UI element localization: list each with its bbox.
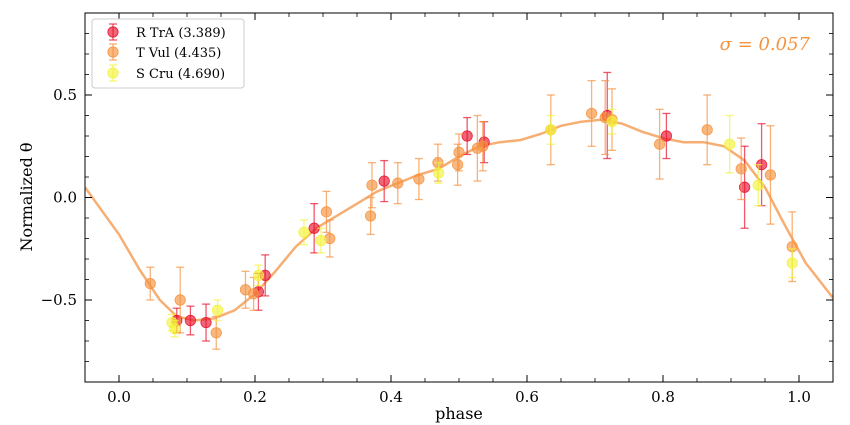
series-1-point-8	[366, 161, 378, 209]
legend-label-t-vul: T Vul (4.435)	[136, 46, 221, 61]
series-1-point-13	[453, 133, 465, 172]
series-2-point-10	[752, 164, 764, 207]
legend-box	[91, 18, 245, 89]
series-1-point-5	[320, 190, 332, 234]
series-1-point-2	[210, 315, 222, 350]
series-1-point-17	[585, 80, 598, 147]
legend-marker-2	[107, 64, 119, 82]
series-1-point-0	[144, 266, 156, 301]
series-1-point-4	[248, 276, 260, 311]
x-tick-label-0: 0.0	[107, 388, 131, 406]
x-tick-label-4: 0.8	[651, 388, 675, 406]
legend: R TrA (3.389) T Vul (4.435) S Cru (4.690…	[91, 18, 245, 89]
y-tick-label-1: 0.0	[53, 189, 77, 207]
legend-marker-1	[107, 43, 119, 61]
x-axis-title: phase	[435, 404, 483, 423]
series-0-point-6	[378, 159, 390, 203]
x-tick-label-1: 0.2	[243, 388, 267, 406]
series-2-point-8	[606, 108, 618, 135]
series-0-point-2	[200, 303, 212, 342]
series-2-point-1	[169, 319, 181, 338]
series-0-point-1	[184, 305, 196, 336]
series-1-point-9	[392, 161, 404, 205]
y-tick-label-0: −0.5	[41, 291, 77, 309]
series-2-point-7	[545, 114, 557, 145]
y-tick-label-2: 0.5	[53, 86, 77, 104]
series-2-point-4	[298, 219, 310, 246]
legend-label-s-cru: S Cru (4.690)	[136, 67, 225, 82]
series-1-point-3	[239, 270, 252, 309]
series-2-point-11	[786, 248, 798, 279]
series-0-point-7	[461, 116, 473, 156]
sigma-annotation: σ = 0.057	[720, 34, 811, 55]
series-1-point-10	[413, 157, 425, 201]
series-2-point-9	[724, 114, 736, 174]
x-tick-label-5: 1.0	[787, 388, 811, 406]
series-2-point-3	[252, 264, 264, 287]
x-tick-label-3: 0.6	[515, 388, 539, 406]
plot-frame	[84, 12, 834, 383]
legend-marker-0	[107, 23, 119, 41]
series-1-point-22	[735, 137, 747, 201]
y-axis-title: Normalized θ	[17, 142, 36, 251]
series-0-point-10	[660, 112, 673, 160]
series-1-point-23	[764, 125, 777, 225]
series-1-point-6	[324, 219, 336, 258]
series-1-point-15	[477, 121, 489, 172]
series-1-point-21	[701, 94, 713, 166]
series-1-point-7	[364, 196, 377, 236]
series-2-point-6	[432, 161, 445, 184]
series-0-point-11	[738, 145, 751, 229]
series-2-point-2	[212, 299, 224, 322]
x-tick-label-2: 0.4	[379, 388, 403, 406]
series-1-point-20	[653, 108, 666, 180]
series-2-point-5	[315, 227, 327, 254]
legend-label-r-tra: R TrA (3.389)	[136, 26, 226, 41]
